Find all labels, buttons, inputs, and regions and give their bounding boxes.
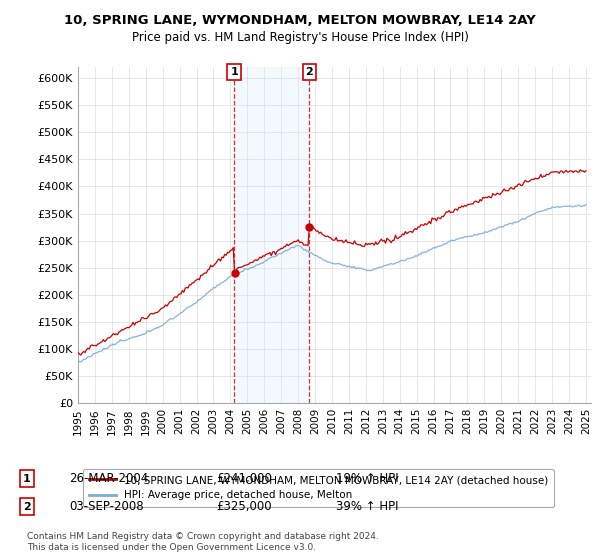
Text: 39% ↑ HPI: 39% ↑ HPI — [336, 500, 398, 514]
Legend: 10, SPRING LANE, WYMONDHAM, MELTON MOWBRAY, LE14 2AY (detached house), HPI: Aver: 10, SPRING LANE, WYMONDHAM, MELTON MOWBR… — [83, 469, 554, 507]
Text: £325,000: £325,000 — [216, 500, 272, 514]
Text: 1: 1 — [230, 67, 238, 77]
Text: 2: 2 — [23, 502, 31, 512]
Text: 19% ↑ HPI: 19% ↑ HPI — [336, 472, 398, 486]
Text: 10, SPRING LANE, WYMONDHAM, MELTON MOWBRAY, LE14 2AY: 10, SPRING LANE, WYMONDHAM, MELTON MOWBR… — [64, 14, 536, 27]
Text: Price paid vs. HM Land Registry's House Price Index (HPI): Price paid vs. HM Land Registry's House … — [131, 31, 469, 44]
Text: £241,000: £241,000 — [216, 472, 272, 486]
Bar — [234, 67, 310, 403]
Text: 26-MAR-2004: 26-MAR-2004 — [69, 472, 148, 486]
Text: 03-SEP-2008: 03-SEP-2008 — [69, 500, 143, 514]
Text: Contains HM Land Registry data © Crown copyright and database right 2024.
This d: Contains HM Land Registry data © Crown c… — [27, 532, 379, 552]
Text: 2: 2 — [305, 67, 313, 77]
Text: 1: 1 — [23, 474, 31, 484]
